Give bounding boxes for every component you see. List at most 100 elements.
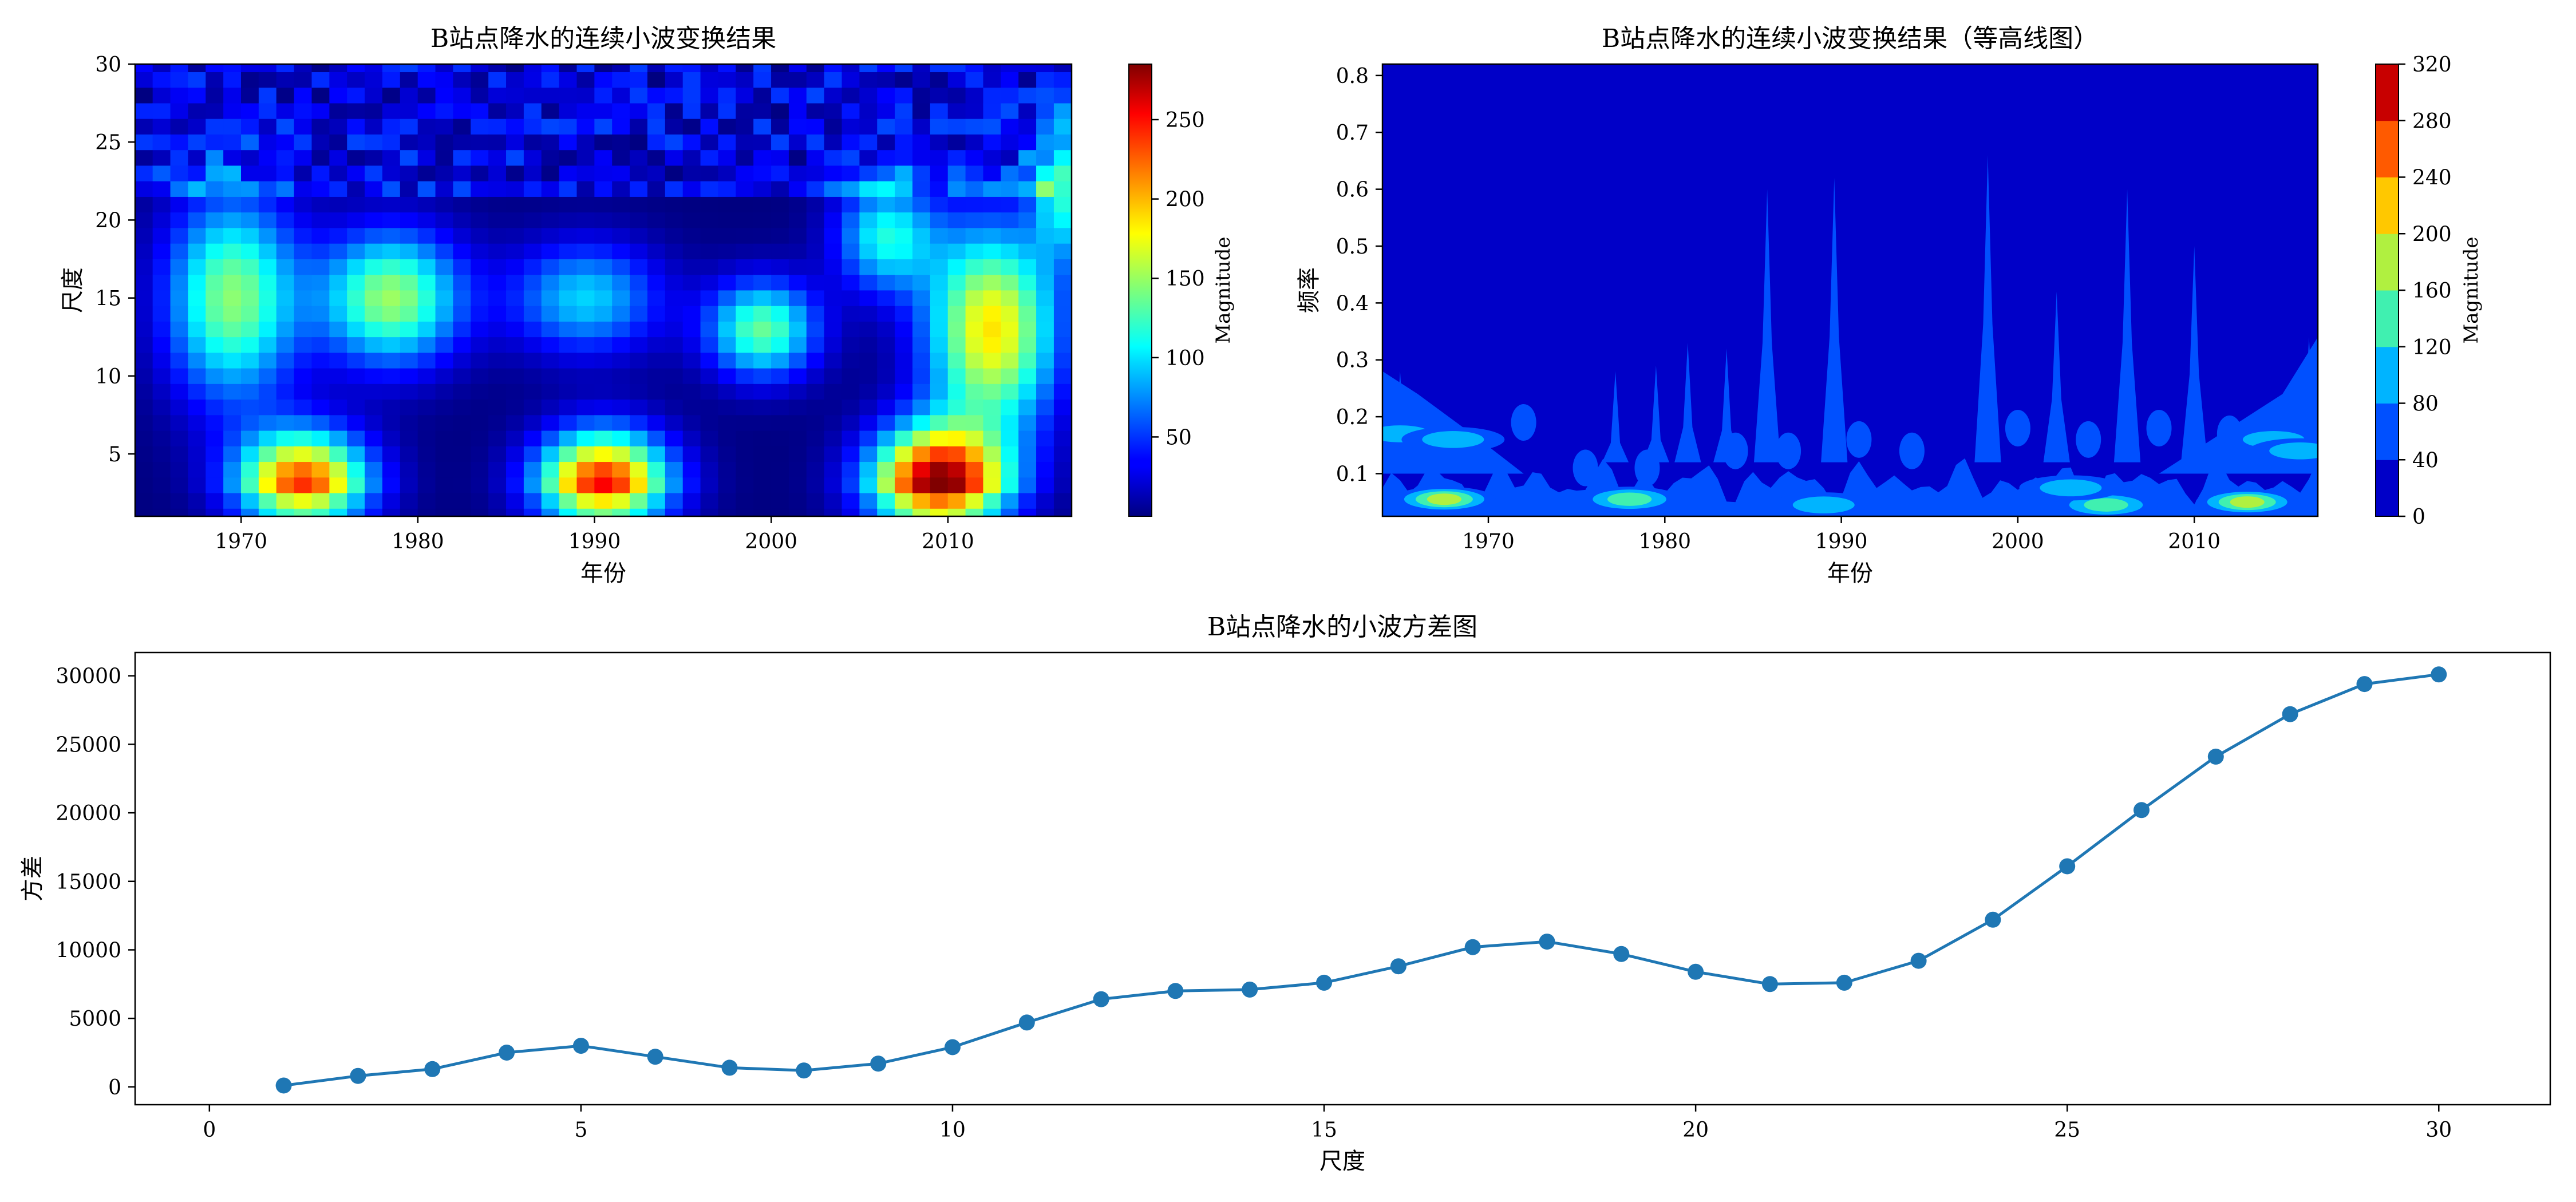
heatmap-cell — [576, 306, 595, 322]
heatmap-cell — [365, 64, 383, 73]
heatmap-cell — [788, 243, 807, 259]
heatmap-cell — [895, 165, 913, 181]
heatmap-cell — [841, 446, 860, 462]
heatmap-cell — [576, 102, 595, 119]
heatmap-cell — [559, 321, 578, 338]
heatmap-cell — [682, 64, 701, 73]
heatmap-cell — [435, 492, 454, 509]
heatmap-cell — [753, 196, 772, 213]
heatmap-cell — [417, 414, 436, 431]
heatmap-cell — [788, 87, 807, 104]
heatmap-cell — [453, 306, 471, 322]
heatmap-cell — [417, 461, 436, 478]
heatmap-cell — [753, 87, 772, 104]
heatmap-cell — [329, 508, 347, 516]
heatmap-cell — [223, 259, 242, 275]
variance-point — [275, 1077, 292, 1094]
heatmap-cell — [294, 368, 313, 384]
heatmap-cell — [523, 368, 542, 384]
heatmap-cell — [788, 306, 807, 322]
heatmap-cell — [453, 321, 471, 338]
heatmap-cell — [965, 508, 984, 516]
heatmap-cell — [276, 399, 295, 416]
heatmap-cell — [912, 196, 931, 213]
heatmap-cell — [647, 118, 666, 135]
variance-point — [1316, 974, 1332, 991]
heatmap-cell — [1018, 321, 1037, 338]
heatmap-cell — [788, 337, 807, 353]
heatmap-cell — [471, 383, 489, 400]
heatmap-cell — [152, 118, 171, 135]
heatmap-cell — [329, 290, 347, 306]
heatmap-cell — [895, 337, 913, 353]
heatmap-cell — [771, 306, 789, 322]
heatmap-cell — [983, 243, 1001, 259]
heatmap-cell — [753, 477, 772, 493]
heatmap-cell — [824, 212, 843, 228]
heatmap-cell — [170, 337, 189, 353]
heatmap-cell — [471, 149, 489, 166]
heatmap-cell — [329, 102, 347, 119]
contour-blob — [2084, 498, 2128, 512]
heatmap-cell — [630, 134, 648, 151]
heatmap-cell — [488, 368, 507, 384]
heatmap-cell — [718, 149, 736, 166]
heatmap-cell — [771, 134, 789, 151]
heatmap-cell — [1036, 399, 1054, 416]
heatmap-cell — [347, 165, 365, 181]
heatmap-cell — [471, 196, 489, 213]
heatmap-cell — [152, 259, 171, 275]
heatmap-cell — [718, 383, 736, 400]
heatmap-cell — [630, 352, 648, 369]
heatmap-cell — [718, 243, 736, 259]
heatmap-cell — [241, 227, 259, 244]
heatmap-cell — [947, 337, 966, 353]
heatmap-cell — [665, 118, 683, 135]
heatmap-cell — [223, 461, 242, 478]
heatmap-cell — [1036, 64, 1054, 73]
heatmap-cell — [152, 102, 171, 119]
heatmap-cell — [788, 414, 807, 431]
heatmap-cell — [753, 212, 772, 228]
heatmap-cell — [506, 446, 524, 462]
heatmap-cell — [947, 118, 966, 135]
heatmap-cell — [700, 321, 719, 338]
heatmap-cell — [135, 227, 153, 244]
heatmap-cell — [435, 87, 454, 104]
heatmap-cell — [523, 492, 542, 509]
heatmap-cell — [506, 165, 524, 181]
heatmap-cell — [188, 165, 206, 181]
heatmap-cell — [1001, 383, 1019, 400]
heatmap-cell — [435, 477, 454, 493]
contour-spike — [1674, 342, 1701, 462]
heatmap-cell — [417, 118, 436, 135]
heatmap-cell — [152, 430, 171, 446]
heatmap-cell — [930, 165, 949, 181]
heatmap-cell — [682, 227, 701, 244]
heatmap-cell — [365, 243, 383, 259]
heatmap-cell — [294, 102, 313, 119]
heatmap-cell — [947, 149, 966, 166]
heatmap-cell — [930, 102, 949, 119]
contour-colorbar-label: Magnitude — [2460, 236, 2483, 343]
heatmap-cell — [276, 259, 295, 275]
heatmap-cell — [294, 446, 313, 462]
y-tick-label: 30 — [95, 53, 121, 77]
heatmap-cell — [135, 102, 153, 119]
heatmap-cell — [417, 72, 436, 88]
heatmap-cell — [135, 477, 153, 493]
heatmap-cell — [983, 102, 1001, 119]
heatmap-cell — [400, 337, 418, 353]
heatmap-cell — [718, 352, 736, 369]
heatmap-cell — [700, 259, 719, 275]
heatmap-cell — [841, 399, 860, 416]
contour-spike — [1386, 371, 1413, 462]
heatmap-cell — [824, 243, 843, 259]
heatmap-cell — [612, 383, 630, 400]
heatmap-cell — [930, 446, 949, 462]
heatmap-cell — [647, 306, 666, 322]
heatmap-cell — [665, 227, 683, 244]
heatmap-cell — [736, 227, 754, 244]
heatmap-cell — [682, 414, 701, 431]
heatmap-cell — [382, 290, 401, 306]
